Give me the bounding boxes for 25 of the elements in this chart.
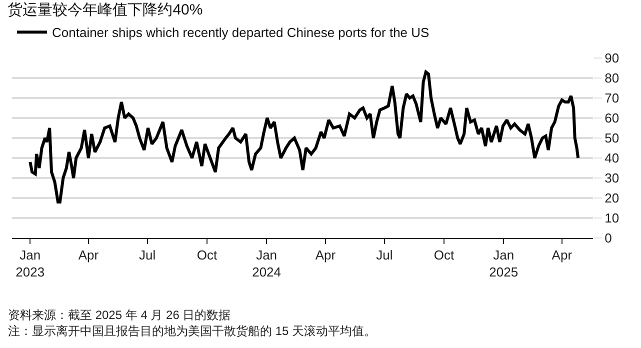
x-tick-label: Jan 2024: [252, 248, 282, 280]
line-series: [28, 70, 580, 204]
x-tick-label: Jul: [139, 248, 156, 263]
y-tick-label: 60: [604, 110, 620, 126]
y-tick-label: 0: [604, 230, 612, 246]
x-tick-label: Apr: [78, 248, 100, 263]
x-tick-label: Oct: [434, 248, 455, 263]
y-tick-label: 90: [604, 50, 620, 66]
x-tick-label: Jul: [376, 248, 393, 263]
y-tick-label: 30: [604, 170, 620, 186]
chart-title: 货运量较今年峰值下降约40%: [8, 2, 203, 18]
y-tick-label: 70: [604, 90, 620, 106]
y-tick-label: 20: [604, 190, 620, 206]
x-tick-label: Apr: [315, 248, 336, 263]
text: 注：显示离开中国且报告目的地为美国干散货船的 15 天滚动平均值。: [8, 324, 376, 338]
y-tick-label: 10: [604, 210, 620, 226]
x-tick-label: Jan 2023: [16, 248, 45, 280]
text: 资料来源：截至 2025 年 4 月 26 日的数据: [8, 308, 231, 322]
y-tick-label: 40: [604, 150, 620, 166]
x-tick-label: Jan 2025: [489, 248, 518, 280]
y-tick-label: 80: [604, 70, 620, 86]
x-tick-label: Oct: [196, 248, 218, 263]
legend-label: Container ships which recently departed Chinese ports for the US: [52, 25, 430, 40]
x-tick-label: Apr: [552, 248, 573, 263]
y-tick-label: 50: [604, 130, 620, 146]
